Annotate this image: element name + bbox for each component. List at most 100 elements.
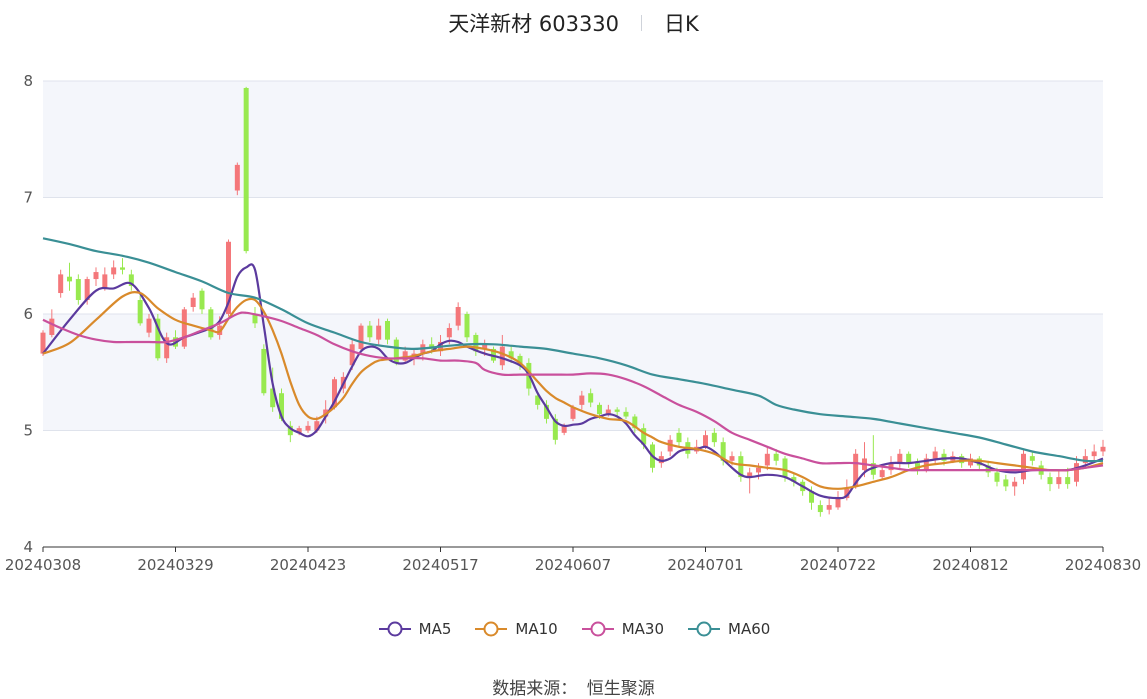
candle-body: [552, 418, 558, 440]
candle-body: [738, 456, 744, 478]
candle-body: [508, 351, 514, 359]
candle-body: [261, 348, 267, 394]
candle-body: [190, 297, 196, 308]
candle-body: [385, 320, 390, 340]
ma10-line: [42, 291, 1104, 490]
x-tick-label: 20240517: [402, 556, 478, 574]
candle-body: [1082, 456, 1088, 464]
legend-item-ma10[interactable]: MA10: [473, 620, 558, 638]
candle-body: [791, 477, 797, 482]
candle-body: [597, 404, 602, 415]
x-tick-label: 20240329: [137, 556, 213, 574]
candle-body: [729, 456, 735, 461]
ma10-swatch-circle: [483, 621, 499, 637]
candle-body: [605, 409, 611, 415]
x-tick-label: 20240812: [932, 556, 1008, 574]
candle-body: [128, 274, 134, 287]
candle-body: [747, 472, 753, 478]
period-label[interactable]: 日K: [664, 12, 699, 36]
candle-body: [358, 325, 364, 349]
candle-body: [985, 465, 991, 473]
x-tick-label: 20240701: [667, 556, 743, 574]
candle-body: [137, 300, 143, 324]
ma30-legend-swatch-icon: [581, 621, 614, 637]
candle-body: [756, 467, 761, 473]
candle-body: [305, 425, 311, 431]
ma10-legend-swatch-icon: [475, 621, 508, 637]
chart-header: 天洋新材 603330 日K: [0, 8, 1147, 38]
candle-body: [720, 442, 726, 461]
candle-body: [826, 505, 832, 510]
candle-body: [579, 395, 585, 405]
candle-body: [349, 344, 355, 366]
candle-body: [499, 346, 505, 366]
y-tick-label: 7: [23, 189, 33, 207]
candle-body: [181, 309, 187, 347]
source-name: 恒生聚源: [586, 679, 655, 699]
ma30-line: [42, 311, 1104, 472]
ma30-swatch-circle: [590, 621, 606, 637]
title-divider: [641, 15, 643, 31]
candle-body: [1029, 456, 1035, 461]
candle-body: [764, 453, 770, 466]
candle-body: [58, 274, 64, 294]
candle-body: [1065, 477, 1071, 485]
candle-body: [367, 325, 373, 338]
chart-legend: MA5 MA10 MA30 MA60: [0, 620, 1147, 638]
candle-body: [102, 274, 108, 289]
legend-label-ma10: MA10: [515, 620, 558, 638]
y-tick-label: 8: [23, 72, 33, 90]
candle-body: [941, 453, 947, 461]
candle-body: [75, 279, 81, 301]
candle-body: [446, 327, 452, 338]
candle-body: [844, 488, 850, 499]
y-tick-label: 4: [23, 538, 33, 556]
candle-body: [535, 395, 541, 405]
candle-body: [835, 498, 841, 508]
candle-body: [888, 463, 894, 471]
legend-label-ma5: MA5: [418, 620, 452, 638]
candle-body: [243, 87, 249, 252]
ma5-swatch-circle: [387, 621, 403, 637]
legend-item-ma30[interactable]: MA30: [580, 620, 664, 638]
candle-body: [464, 314, 470, 338]
x-tick-label: 20240830: [1065, 556, 1141, 574]
legend-item-ma5[interactable]: MA5: [377, 620, 452, 638]
candle-body: [120, 267, 125, 270]
candle-body: [199, 290, 205, 310]
candle-body: [226, 241, 231, 314]
ma60-swatch-circle: [696, 621, 712, 637]
candle-body: [658, 456, 664, 464]
candle-body: [782, 458, 788, 478]
candle-body: [879, 470, 885, 478]
candle-body: [570, 407, 576, 419]
legend-item-ma60[interactable]: MA60: [686, 620, 770, 638]
data-source-footer: 数据来源： 恒生聚源: [0, 674, 1147, 699]
legend-label-ma30: MA30: [621, 620, 665, 638]
candle-body: [897, 453, 903, 464]
candle-body: [561, 425, 567, 433]
y-tick-label: 6: [23, 305, 33, 323]
candlestick-chart[interactable]: 4 5 6 7 8 20240308 20240329 20240423 20240517 202…: [0, 0, 1147, 610]
y-tick-label: 5: [23, 422, 33, 440]
candle-body: [296, 428, 302, 433]
candle-body: [314, 421, 320, 431]
grid-band: [43, 81, 1103, 198]
candle-body: [491, 348, 496, 361]
candle-body: [676, 432, 682, 443]
candle-body: [376, 325, 382, 340]
candle-body: [968, 458, 973, 466]
candle-body: [1074, 463, 1079, 482]
candle-body: [1091, 451, 1097, 457]
candle-body: [234, 164, 240, 191]
candle-body: [1012, 481, 1018, 487]
candle-body: [994, 472, 1000, 482]
candle-body: [49, 318, 55, 335]
candle-body: [853, 453, 859, 487]
candle-body: [641, 428, 647, 445]
candle-body: [67, 276, 72, 282]
candle-body: [614, 409, 620, 412]
candle-body: [1003, 479, 1009, 487]
candle-body: [402, 351, 408, 361]
candle-body: [817, 505, 823, 513]
